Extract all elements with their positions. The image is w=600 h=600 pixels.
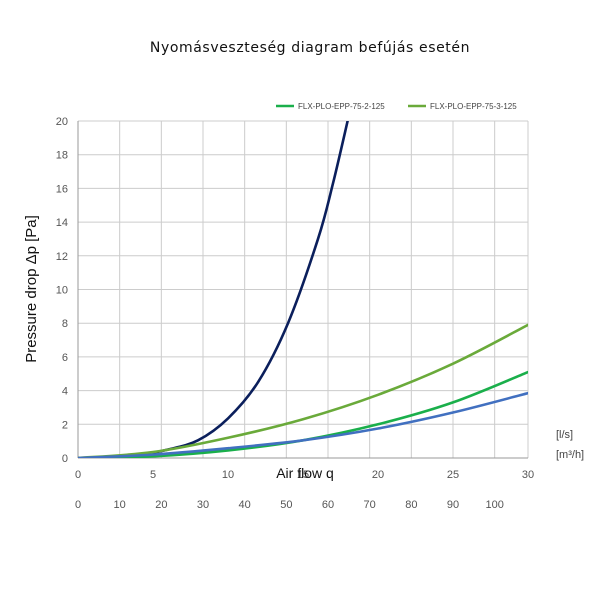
- x-tick-label-ls: 10: [222, 469, 234, 481]
- series-line-1: [78, 121, 349, 458]
- y-tick-label: 16: [56, 183, 68, 195]
- series-line-2: [78, 370, 528, 458]
- x-tick-label-m3h: 70: [364, 499, 376, 511]
- x-tick-label-m3h: 90: [447, 499, 459, 511]
- x-tick-label-ls: 0: [75, 469, 81, 481]
- y-tick-label: 12: [56, 251, 68, 263]
- x-axis-label: Air flow q: [276, 465, 334, 481]
- x-tick-label-m3h: 0: [75, 499, 81, 511]
- x-tick-label-ls: 20: [372, 469, 384, 481]
- series-group: [78, 121, 528, 458]
- x-tick-labels-ls: 0 5 10 15 20 25 30: [75, 469, 534, 481]
- x-tick-label-m3h: 50: [280, 499, 292, 511]
- y-tick-label: 2: [62, 419, 68, 431]
- y-tick-label: 18: [56, 150, 68, 162]
- x-tick-label-m3h: 60: [322, 499, 334, 511]
- legend-entry: FLX-PLO-EPP-75-3-125: [430, 102, 517, 111]
- grid: [77, 120, 529, 459]
- y-tick-label: 14: [56, 217, 68, 229]
- x-unit-ls: [l/s]: [556, 429, 573, 441]
- x-tick-label-ls: 25: [447, 469, 459, 481]
- x-tick-label-m3h: 10: [114, 499, 126, 511]
- y-tick-label: 20: [56, 116, 68, 128]
- y-tick-labels: 0 2 4 6 8 10 12 14 16 18 20: [56, 116, 68, 465]
- chart-title: Nyomásveszteség diagram befújás esetén: [150, 40, 470, 56]
- y-tick-label: 6: [62, 352, 68, 364]
- x-unit-m3h: [m³/h]: [556, 449, 584, 461]
- series-line-3: [78, 323, 528, 458]
- x-tick-labels-m3h: 0 10 20 30 40 50 60 70 80 90 100: [75, 499, 504, 511]
- x-tick-label-m3h: 30: [197, 499, 209, 511]
- legend-entry: FLX-PLO-EPP-75-2-125: [298, 102, 385, 111]
- y-tick-label: 8: [62, 318, 68, 330]
- x-tick-label-ls: 15: [297, 469, 309, 481]
- legend: FLX-PLO-EPP-75-2-125 FLX-PLO-EPP-75-3-125: [276, 102, 517, 111]
- y-tick-label: 10: [56, 285, 68, 297]
- x-tick-label-m3h: 100: [485, 499, 503, 511]
- x-tick-label-ls: 30: [522, 469, 534, 481]
- x-tick-label-m3h: 40: [239, 499, 251, 511]
- x-tick-label-ls: 5: [150, 469, 156, 481]
- axes: [77, 121, 528, 459]
- y-axis-label: Pressure drop Δp [Pa]: [23, 215, 40, 363]
- y-tick-label: 0: [62, 453, 68, 465]
- series-line-4: [78, 391, 528, 458]
- x-tick-label-m3h: 80: [405, 499, 417, 511]
- x-tick-label-m3h: 20: [155, 499, 167, 511]
- y-tick-label: 4: [62, 386, 68, 398]
